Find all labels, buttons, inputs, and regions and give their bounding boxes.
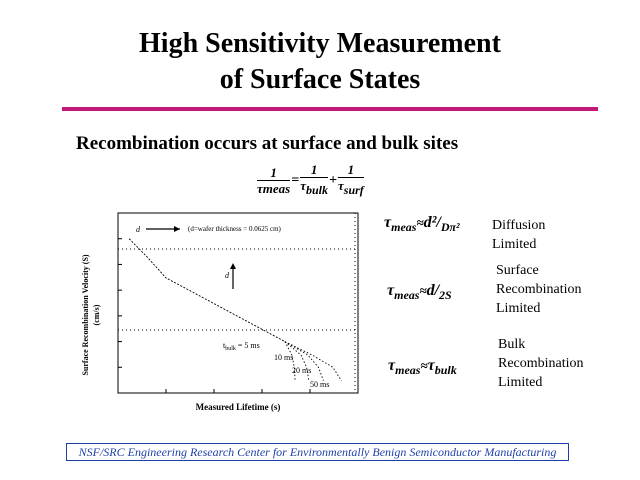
label-line: Diffusion bbox=[492, 218, 546, 233]
frac-surf: 1 τsurf bbox=[338, 163, 364, 198]
slide-subtitle: Recombination occurs at surface and bulk… bbox=[76, 133, 459, 154]
x-axis-label: Measured Lifetime (s) bbox=[196, 402, 281, 412]
label-line: Surface bbox=[496, 263, 539, 278]
curve-label-20ms: 20 ms bbox=[292, 366, 311, 375]
rhs-subscript: bulk bbox=[434, 363, 457, 377]
rhs-numerator: d² bbox=[423, 214, 437, 231]
tau-symbol: τ bbox=[387, 282, 395, 299]
main-equation: 1 τmeas = 1 τbulk + 1 τsurf bbox=[257, 163, 364, 198]
meas-subscript: meas bbox=[262, 180, 291, 196]
label-line: Bulk bbox=[498, 337, 526, 352]
slash: / bbox=[436, 214, 441, 231]
tbulk-value: = 5 ms bbox=[238, 341, 260, 350]
approx-sign: ≈ bbox=[420, 358, 428, 373]
curve-series-1 bbox=[284, 341, 296, 381]
regime-surface-equation: τmeas≈d/2S bbox=[387, 282, 452, 303]
tau-symbol: τ bbox=[384, 214, 392, 231]
slash: / bbox=[434, 282, 440, 299]
y-axis-label: Surface Recombination Velocity (S) bbox=[81, 254, 90, 375]
label-line: Recombination bbox=[498, 356, 584, 371]
curve-series-4 bbox=[284, 341, 342, 381]
tbulk-symbol: t bbox=[223, 341, 226, 350]
curve-series-0 bbox=[128, 238, 286, 342]
plus-sign: + bbox=[329, 172, 337, 188]
axis-ticks bbox=[117, 212, 359, 394]
title-line-1: High Sensitivity Measurement bbox=[139, 28, 501, 59]
title-line-2: of Surface States bbox=[219, 64, 421, 95]
bulk-subscript: bulk bbox=[306, 183, 329, 197]
approx-sign: ≈ bbox=[419, 283, 427, 298]
rhs-denominator: Dπ² bbox=[440, 220, 460, 234]
tau-symbol: τ bbox=[338, 178, 344, 193]
regime-diffusion-equation: τmeas≈d²/Dπ² bbox=[384, 214, 460, 235]
d2-annotation: d bbox=[225, 271, 230, 280]
numerator: 1 bbox=[300, 163, 329, 178]
label-line: Limited bbox=[496, 301, 541, 316]
regime-diffusion-label: Diffusion Limited bbox=[492, 216, 545, 254]
tbulk-label: tbulk = 5 ms bbox=[223, 341, 260, 352]
tau-symbol: τ bbox=[388, 357, 396, 374]
frac-bulk: 1 τbulk bbox=[300, 163, 329, 198]
meas-subscript: meas bbox=[395, 363, 421, 377]
rhs-tau: τ bbox=[427, 357, 435, 374]
tau-symbol: τ bbox=[257, 180, 263, 196]
footer-credit: NSF/SRC Engineering Research Center for … bbox=[66, 443, 569, 461]
d2-arrowhead bbox=[230, 263, 236, 269]
label-line: Limited bbox=[498, 375, 543, 390]
y-axis-unit: (cm/s) bbox=[92, 304, 101, 325]
wafer-note: (d=wafer thickness = 0.0625 cm) bbox=[188, 225, 282, 233]
surf-subscript: surf bbox=[343, 183, 364, 197]
numerator: 1 bbox=[338, 163, 364, 178]
frac-meas: 1 τmeas bbox=[257, 165, 291, 196]
numerator: 1 bbox=[257, 165, 291, 181]
curves bbox=[128, 238, 342, 381]
lifetime-figure: Surface Recombination Velocity (S) (cm/s… bbox=[81, 212, 359, 412]
tau-symbol: τ bbox=[300, 178, 306, 193]
label-line: Recombination bbox=[496, 282, 582, 297]
meas-subscript: meas bbox=[391, 220, 417, 234]
d-annotation: d bbox=[136, 225, 141, 234]
equals-sign: = bbox=[291, 172, 300, 188]
plot-frame bbox=[117, 212, 359, 394]
title-divider bbox=[62, 107, 598, 111]
d-arrowhead bbox=[174, 226, 180, 232]
regime-bulk-equation: τmeas≈τbulk bbox=[388, 357, 457, 378]
approx-sign: ≈ bbox=[416, 215, 424, 230]
slide-title: High Sensitivity Measurement of Surface … bbox=[0, 26, 640, 98]
curve-label-10ms: 10 ms bbox=[274, 353, 293, 362]
tbulk-subscript: bulk bbox=[225, 346, 236, 352]
rhs-numerator: d bbox=[426, 282, 435, 299]
meas-subscript: meas bbox=[394, 288, 420, 302]
regime-bulk-label: Bulk Recombination Limited bbox=[498, 335, 584, 392]
rhs-denominator: 2S bbox=[439, 288, 452, 302]
label-line: Limited bbox=[492, 237, 537, 252]
regime-surface-label: Surface Recombination Limited bbox=[496, 261, 582, 318]
curve-label-50ms: 50 ms bbox=[310, 380, 329, 389]
curve-series-3 bbox=[284, 341, 324, 381]
